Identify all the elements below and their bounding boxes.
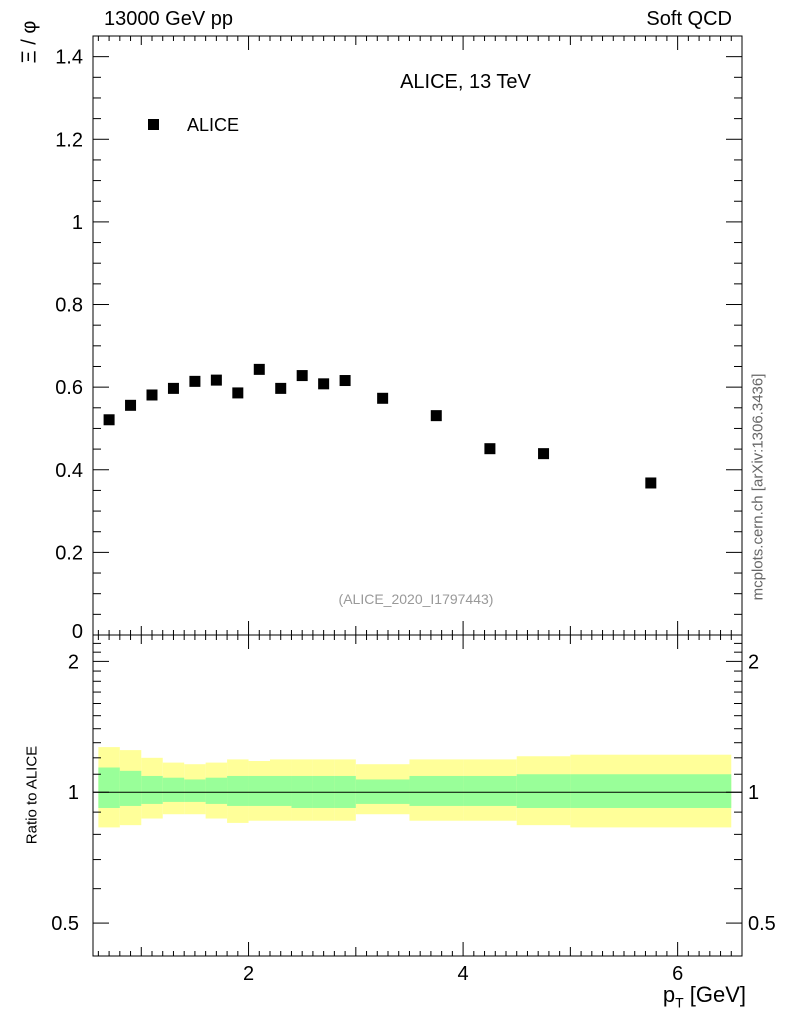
- data-point: [484, 443, 496, 455]
- collision-energy-label: 13000 GeV pp: [104, 8, 233, 30]
- y-tick-label: 1.4: [55, 47, 83, 69]
- stat-uncertainty-band: [570, 774, 732, 808]
- x-tick-label: 4: [458, 963, 469, 985]
- x-tick-label: 6: [672, 963, 683, 985]
- ratio-panel-frame: [92, 634, 743, 957]
- data-point: [318, 378, 330, 390]
- ratio-y-tick-label-right: 2: [748, 651, 759, 673]
- y-tick-label: 1: [72, 212, 83, 234]
- ratio-y-axis-label: Ratio to ALICE: [23, 745, 41, 845]
- legend-label: ALICE: [187, 115, 239, 135]
- legend-marker: [148, 119, 159, 130]
- ratio-y-tick-label-right: 1: [748, 782, 759, 804]
- stat-uncertainty-band: [119, 770, 142, 806]
- x-tick-label: 2: [243, 963, 254, 985]
- y-tick-label: 0.4: [55, 460, 83, 482]
- stat-uncertainty-band: [141, 775, 163, 804]
- plot-title: ALICE, 13 TeV: [400, 71, 531, 93]
- y-tick-label: 0.8: [55, 295, 83, 317]
- ratio-y-tick-label-left: 2: [68, 651, 79, 673]
- data-point: [253, 363, 265, 375]
- stat-uncertainty-band: [248, 775, 270, 806]
- data-point: [296, 370, 308, 382]
- data-point: [339, 375, 351, 387]
- data-point: [125, 399, 137, 411]
- data-point: [167, 382, 179, 394]
- data-point: [146, 389, 158, 401]
- stat-uncertainty-band: [355, 779, 410, 804]
- data-point: [275, 382, 287, 394]
- stat-uncertainty-band: [409, 775, 464, 806]
- analysis-category-label: Soft QCD: [646, 8, 732, 30]
- data-point: [103, 414, 115, 426]
- ratio-y-tick-label-left: 1: [68, 782, 79, 804]
- data-point: [430, 410, 442, 422]
- y-tick-label: 0.2: [55, 542, 83, 564]
- stat-uncertainty-band: [184, 779, 206, 802]
- stat-uncertainty-band: [162, 777, 185, 802]
- y-tick-label: 0.6: [55, 377, 83, 399]
- stat-uncertainty-band: [227, 775, 249, 806]
- stat-uncertainty-band: [270, 775, 292, 806]
- y-tick-label: 1.2: [55, 129, 83, 151]
- stat-uncertainty-band: [516, 774, 571, 808]
- stat-uncertainty-band: [205, 777, 228, 804]
- data-point: [232, 387, 244, 399]
- data-point: [210, 374, 222, 386]
- data-point: [645, 477, 657, 489]
- stat-uncertainty-band: [463, 775, 517, 806]
- x-axis-label: pT [GeV]: [662, 982, 746, 1011]
- data-point: [538, 448, 550, 460]
- data-point: [377, 392, 389, 404]
- top-y-axis-label: Ξ / φ: [18, 20, 41, 64]
- data-point: [189, 375, 201, 387]
- analysis-reference: (ALICE_2020_I1797443): [339, 591, 494, 607]
- ratio-y-tick-label-right: 0.5: [748, 913, 776, 935]
- stat-uncertainty-band: [98, 767, 120, 808]
- watermark: mcplots.cern.ch [arXiv:1306.3436]: [749, 373, 767, 601]
- ratio-y-tick-label-left: 0.5: [51, 913, 79, 935]
- y-tick-label: 0: [72, 621, 83, 643]
